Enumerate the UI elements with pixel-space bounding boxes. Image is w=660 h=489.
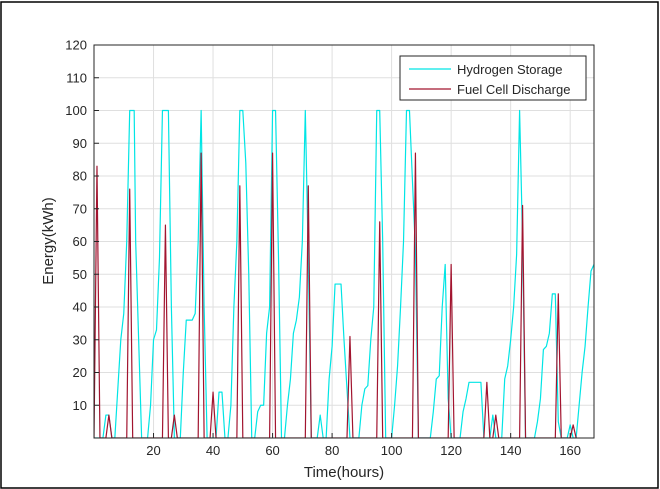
y-tick-label: 40 [73, 300, 87, 315]
y-tick-label: 50 [73, 267, 87, 282]
y-tick-label: 100 [65, 103, 87, 118]
y-tick-label: 10 [73, 398, 87, 413]
legend-box [399, 55, 587, 101]
legend: Hydrogen Storage Fuel Cell Discharge [399, 55, 587, 101]
x-tick-label: 60 [265, 443, 279, 458]
series-line-hydrogen-storage [94, 109, 594, 438]
x-tick-label: 140 [500, 443, 522, 458]
x-tick-label: 100 [381, 443, 403, 458]
y-tick-label: 60 [73, 234, 87, 249]
y-tick-label: 120 [65, 38, 87, 53]
legend-label-hydrogen: Hydrogen Storage [457, 62, 563, 77]
x-axis-title: Time(hours) [304, 464, 384, 481]
grid-lines [94, 44, 594, 438]
y-tick-label: 90 [73, 136, 87, 151]
series-line-fuel-cell-discharge [94, 152, 577, 438]
y-tick-label: 30 [73, 332, 87, 347]
x-tick-label: 120 [440, 443, 462, 458]
x-tick-label: 80 [325, 443, 339, 458]
axis-ticks: 20 40 60 80 100 120 140 160 10 20 30 40 50 60 70 80 90 10… [65, 38, 581, 459]
y-tick-label: 20 [73, 365, 87, 380]
legend-label-fuel-cell: Fuel Cell Discharge [457, 82, 570, 97]
series-layer [94, 109, 594, 438]
y-tick-label: 70 [73, 201, 87, 216]
x-tick-label: 160 [559, 443, 581, 458]
y-tick-label: 80 [73, 169, 87, 184]
y-tick-label: 110 [66, 70, 87, 85]
x-tick-label: 20 [146, 443, 160, 458]
x-tick-label: 40 [206, 443, 220, 458]
y-axis-title: Energy(kWh) [40, 197, 57, 285]
